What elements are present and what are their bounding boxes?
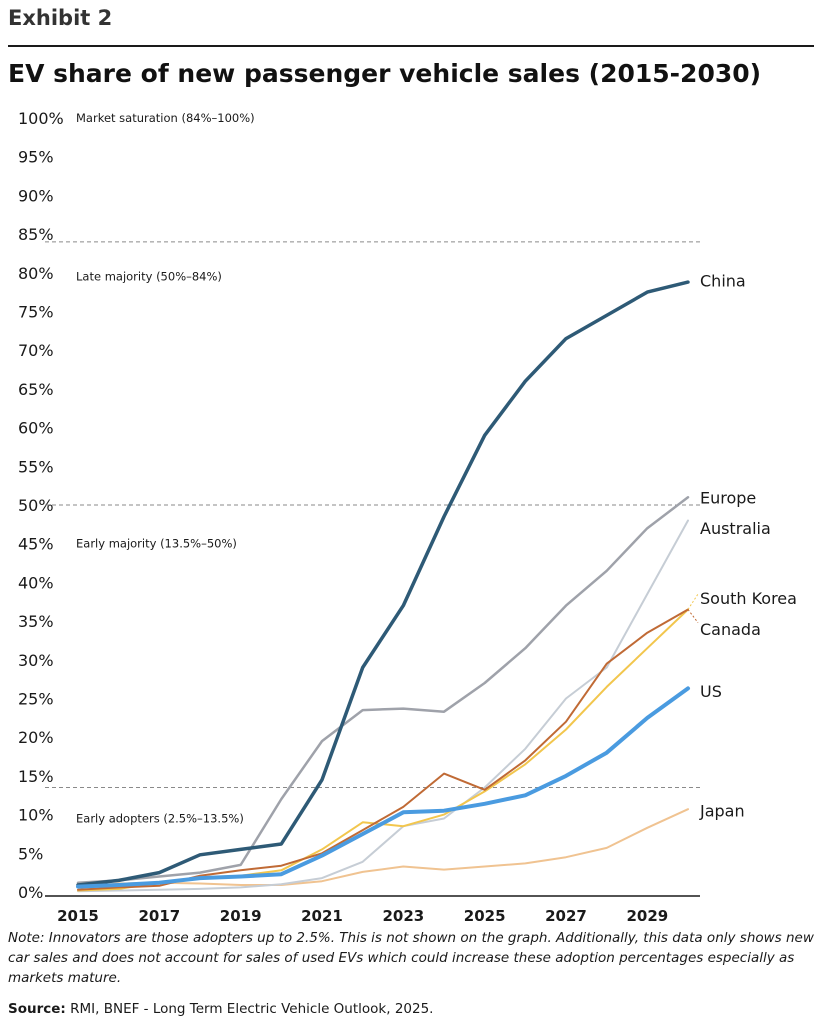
y-tick-label: 0%: [18, 883, 43, 902]
x-tick-label: 2025: [464, 907, 506, 925]
series-label-australia: Australia: [700, 519, 771, 538]
y-tick-label: 60%: [18, 419, 54, 438]
y-tick-label: 65%: [18, 380, 54, 399]
y-tick-label: 40%: [18, 573, 54, 592]
y-tick-label: 90%: [18, 186, 54, 205]
y-tick-label: 45%: [18, 535, 54, 554]
y-tick-label: 30%: [18, 651, 54, 670]
series-label-china: China: [700, 272, 746, 291]
y-tick-label: 10%: [18, 806, 54, 825]
y-tick-label: 75%: [18, 303, 54, 322]
series-line-canada: [77, 608, 689, 891]
x-tick-label: 2021: [301, 907, 343, 925]
y-tick-label: 55%: [18, 457, 54, 476]
footnote: Note: Innovators are those adopters up t…: [8, 930, 814, 986]
zone-label: Market saturation (84%–100%): [76, 111, 255, 125]
chart-title: EV share of new passenger vehicle sales …: [8, 59, 762, 88]
source-label: Source:: [8, 1001, 66, 1017]
y-tick-label: 95%: [18, 148, 54, 167]
series-line-us: [76, 686, 690, 889]
y-tick-label: 5%: [18, 844, 43, 863]
series-label-europe: Europe: [700, 488, 756, 507]
y-tick-label: 25%: [18, 690, 54, 709]
series-line-australia: [77, 519, 689, 893]
zone-label: Early adopters (2.5%–13.5%): [76, 811, 244, 825]
source-line: Source: RMI, BNEF - Long Term Electric V…: [8, 1001, 433, 1017]
source-text: RMI, BNEF - Long Term Electric Vehicle O…: [65, 1001, 434, 1017]
series-label-south-korea: South Korea: [700, 589, 797, 608]
series-label-us: US: [700, 682, 722, 701]
y-tick-label: 85%: [18, 225, 54, 244]
leader-line-south-korea: [687, 593, 699, 610]
x-tick-label: 2029: [626, 907, 668, 925]
x-tick-label: 2017: [138, 907, 180, 925]
series-line-china: [76, 280, 690, 887]
x-tick-label: 2015: [57, 907, 99, 925]
series-line-south-korea: [77, 608, 689, 892]
x-tick-label: 2019: [220, 907, 262, 925]
y-tick-label: 15%: [18, 767, 54, 786]
exhibit-label: Exhibit 2: [8, 6, 113, 30]
zone-label: Early majority (13.5%–50%): [76, 537, 237, 551]
zone-label: Late majority (50%–84%): [76, 270, 222, 284]
y-tick-label: 35%: [18, 612, 54, 631]
series-label-japan: Japan: [699, 802, 745, 821]
y-tick-label: 50%: [18, 496, 54, 515]
line-chart: 0% 5% 10% 15% 20% 25% 30% 35% 40% 45% 50% 55% 60% 65%…: [18, 109, 797, 925]
series-line-europe: [76, 496, 690, 884]
y-tick-label: 70%: [18, 341, 54, 360]
y-tick-label: 20%: [18, 728, 54, 747]
x-tick-label: 2023: [382, 907, 424, 925]
y-tick-label: 80%: [18, 264, 54, 283]
series-line-japan: [77, 808, 689, 889]
header-divider: [8, 45, 814, 47]
series-label-canada: Canada: [700, 620, 761, 639]
leader-line-canada: [687, 609, 699, 623]
x-tick-label: 2027: [545, 907, 587, 925]
y-tick-label: 100%: [18, 109, 64, 128]
